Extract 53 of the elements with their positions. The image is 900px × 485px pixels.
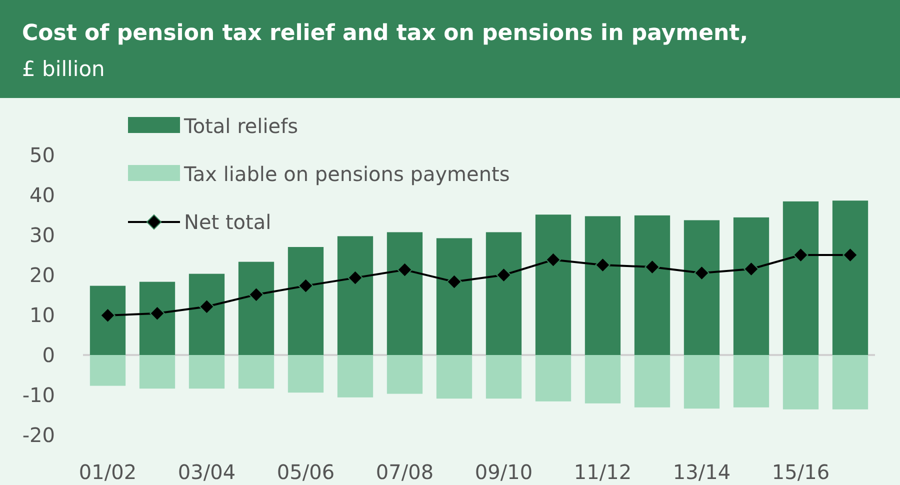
bar bbox=[288, 247, 324, 355]
bar bbox=[337, 236, 374, 355]
bar bbox=[337, 355, 374, 398]
y-tick-label: 0 bbox=[42, 343, 55, 367]
bar bbox=[584, 355, 621, 404]
y-tick-label: -10 bbox=[22, 383, 55, 407]
bar bbox=[238, 262, 274, 355]
chart-title: Cost of pension tax relief and tax on pensions in payment, bbox=[22, 21, 748, 46]
bar bbox=[90, 286, 126, 355]
bar bbox=[782, 355, 819, 410]
y-tick-label: 50 bbox=[30, 143, 55, 167]
bar bbox=[832, 355, 868, 410]
y-tick-label: 20 bbox=[30, 263, 55, 287]
bar bbox=[535, 214, 572, 355]
x-tick-label: 03/04 bbox=[178, 460, 236, 484]
x-tick-label: 05/06 bbox=[276, 460, 335, 484]
y-tick-label: 30 bbox=[30, 223, 55, 247]
bar bbox=[188, 274, 225, 355]
bar bbox=[684, 355, 720, 409]
bar bbox=[486, 355, 522, 399]
bar bbox=[584, 216, 621, 355]
x-tick-label: 01/02 bbox=[78, 460, 137, 484]
bar bbox=[634, 215, 670, 355]
bar bbox=[782, 201, 819, 355]
bar bbox=[238, 355, 274, 389]
bar bbox=[535, 355, 572, 402]
y-tick-label: 10 bbox=[30, 303, 55, 327]
bar bbox=[188, 355, 225, 389]
y-tick-label: -20 bbox=[22, 423, 55, 447]
bar bbox=[436, 238, 472, 355]
x-tick-label: 11/12 bbox=[574, 460, 632, 484]
bar bbox=[733, 217, 770, 355]
y-tick-label: 40 bbox=[30, 183, 55, 207]
x-tick-label: 15/16 bbox=[772, 460, 830, 484]
bar bbox=[139, 355, 176, 389]
bar bbox=[288, 355, 324, 393]
legend-label: Net total bbox=[184, 210, 272, 234]
bar bbox=[386, 355, 423, 394]
chart-subtitle: £ billion bbox=[22, 57, 105, 81]
bar bbox=[386, 232, 423, 355]
bar bbox=[634, 355, 670, 408]
bar bbox=[486, 232, 522, 355]
legend-label: Total reliefs bbox=[183, 114, 298, 138]
bar bbox=[139, 282, 176, 355]
bar bbox=[436, 355, 472, 399]
legend-label: Tax liable on pensions payments bbox=[183, 162, 510, 186]
bar bbox=[90, 355, 126, 386]
x-tick-label: 09/10 bbox=[474, 460, 533, 484]
bar bbox=[832, 200, 868, 355]
x-tick-label: 13/14 bbox=[672, 460, 731, 484]
bar bbox=[684, 220, 720, 355]
x-tick-label: 07/08 bbox=[376, 460, 434, 484]
bar bbox=[733, 355, 770, 408]
